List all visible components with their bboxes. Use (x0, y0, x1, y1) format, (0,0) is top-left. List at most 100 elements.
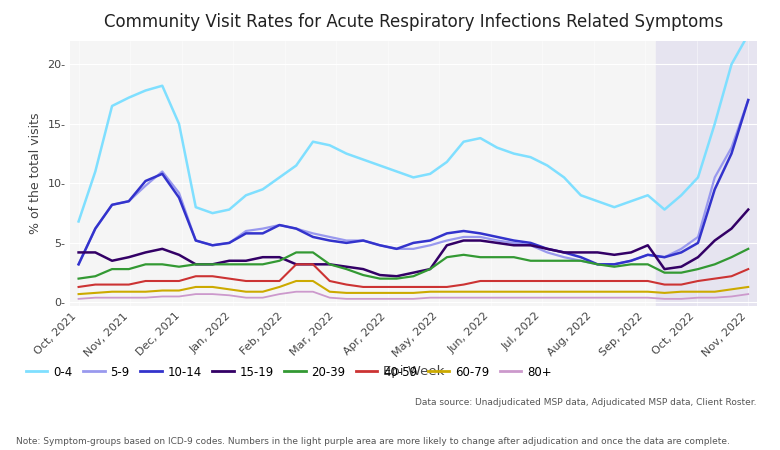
60-79 (158, 288, 167, 293)
20-39 (593, 261, 602, 267)
60-79 (225, 287, 234, 292)
80+ (727, 294, 736, 299)
5-9 (492, 238, 502, 243)
60-79 (710, 289, 719, 294)
15-19 (442, 243, 452, 248)
0-4 (124, 95, 133, 100)
40-59 (660, 282, 669, 287)
10-14 (643, 252, 652, 257)
10-14 (459, 228, 468, 234)
Legend: 0-4, 5-9, 10-14, 15-19, 20-39, 40-59, 60-79, 80+: 0-4, 5-9, 10-14, 15-19, 20-39, 40-59, 60… (22, 361, 557, 383)
Title: Community Visit Rates for Acute Respiratory Infections Related Symptoms: Community Visit Rates for Acute Respirat… (104, 13, 723, 31)
40-59 (643, 278, 652, 284)
5-9 (425, 243, 434, 248)
80+ (476, 295, 485, 300)
15-19 (191, 261, 200, 267)
40-59 (292, 261, 301, 267)
5-9 (476, 234, 485, 240)
5-9 (175, 190, 184, 196)
0-4 (175, 121, 184, 126)
0-4 (308, 139, 317, 144)
40-59 (158, 278, 167, 284)
0-4 (476, 135, 485, 141)
60-79 (325, 289, 335, 294)
10-14 (225, 240, 234, 246)
Line: 15-19: 15-19 (79, 210, 748, 276)
80+ (660, 296, 669, 302)
10-14 (425, 238, 434, 243)
5-9 (191, 238, 200, 243)
Line: 10-14: 10-14 (79, 100, 748, 264)
80+ (442, 295, 452, 300)
60-79 (509, 289, 519, 294)
60-79 (492, 289, 502, 294)
80+ (509, 295, 519, 300)
80+ (409, 296, 418, 302)
80+ (158, 294, 167, 299)
10-14 (676, 250, 686, 255)
40-59 (593, 278, 602, 284)
10-14 (342, 240, 351, 246)
0-4 (526, 154, 535, 160)
20-39 (492, 255, 502, 260)
80+ (241, 295, 250, 300)
40-59 (225, 276, 234, 281)
40-59 (124, 282, 133, 287)
15-19 (559, 250, 569, 255)
20-39 (543, 258, 552, 263)
20-39 (459, 252, 468, 257)
20-39 (158, 261, 167, 267)
20-39 (743, 246, 753, 252)
15-19 (158, 246, 167, 252)
0-4 (492, 145, 502, 150)
5-9 (108, 202, 117, 207)
60-79 (610, 289, 619, 294)
60-79 (207, 284, 217, 290)
40-59 (727, 274, 736, 279)
15-19 (359, 266, 368, 272)
80+ (559, 295, 569, 300)
15-19 (693, 255, 703, 260)
60-79 (392, 290, 402, 296)
80+ (626, 295, 636, 300)
0-4 (459, 139, 468, 144)
60-79 (476, 289, 485, 294)
20-39 (660, 270, 669, 275)
80+ (90, 295, 100, 300)
60-79 (241, 289, 250, 294)
40-59 (191, 274, 200, 279)
15-19 (275, 255, 284, 260)
80+ (576, 295, 586, 300)
10-14 (241, 231, 250, 236)
0-4 (693, 175, 703, 180)
0-4 (660, 207, 669, 212)
20-39 (409, 274, 418, 279)
80+ (275, 292, 284, 297)
60-79 (593, 289, 602, 294)
15-19 (342, 264, 351, 270)
0-4 (359, 157, 368, 162)
20-39 (392, 276, 402, 281)
15-19 (375, 272, 385, 278)
60-79 (90, 290, 100, 296)
20-39 (74, 276, 83, 281)
80+ (258, 295, 268, 300)
80+ (710, 295, 719, 300)
0-4 (559, 175, 569, 180)
20-39 (526, 258, 535, 263)
10-14 (559, 250, 569, 255)
10-14 (175, 195, 184, 200)
5-9 (225, 240, 234, 246)
60-79 (359, 290, 368, 296)
20-39 (207, 261, 217, 267)
0-4 (409, 175, 418, 180)
5-9 (693, 234, 703, 240)
20-39 (175, 264, 184, 270)
10-14 (191, 238, 200, 243)
10-14 (158, 171, 167, 176)
5-9 (710, 175, 719, 180)
20-39 (108, 266, 117, 272)
80+ (526, 295, 535, 300)
80+ (492, 295, 502, 300)
40-59 (359, 284, 368, 290)
